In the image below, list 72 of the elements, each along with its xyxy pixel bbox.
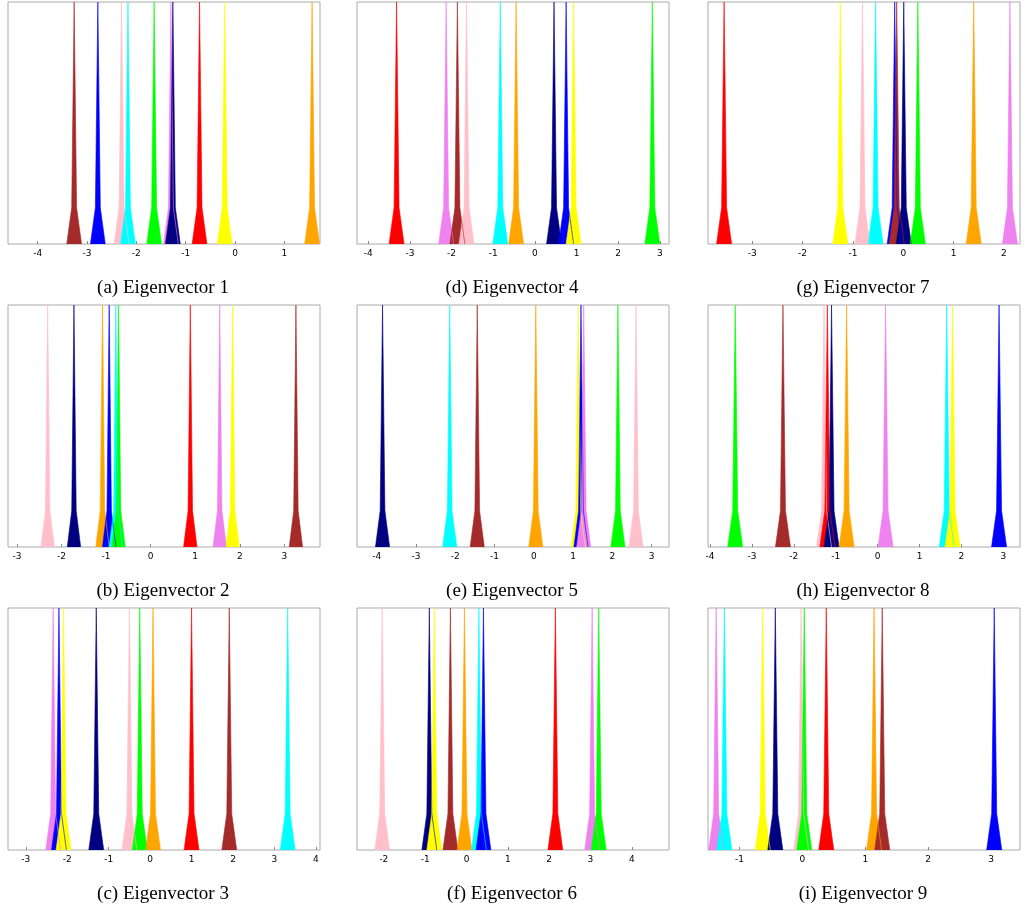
- text: (d) Eigenvector 4: [445, 276, 579, 298]
- x-tick-label: -1: [831, 550, 841, 561]
- x-tick-label: 0: [463, 853, 470, 864]
- x-tick-label: -4: [705, 550, 715, 561]
- x-tick-label: 2: [236, 550, 243, 561]
- x-tick-label: 2: [609, 550, 616, 561]
- x-tick-label: -1: [490, 550, 500, 561]
- x-tick-label: 2: [1001, 247, 1007, 258]
- x-tick-label: -2: [798, 247, 808, 258]
- x-tick-label: 3: [656, 247, 663, 258]
- x-tick-label: 1: [916, 550, 923, 561]
- x-tick-label: -2: [447, 247, 457, 258]
- x-tick-label: 2: [615, 247, 622, 258]
- x-tick-label: 3: [281, 550, 288, 561]
- x-tick-label: 0: [147, 853, 154, 864]
- x-tick-label: 3: [587, 853, 594, 864]
- x-tick-label: 1: [192, 550, 199, 561]
- x-tick-label: 0: [532, 247, 538, 258]
- x-tick-label: -3: [82, 247, 92, 258]
- x-tick-label: -2: [56, 550, 66, 561]
- x-tick-label: 0: [900, 247, 907, 258]
- x-tick-label: -3: [12, 550, 22, 561]
- x-tick-label: -1: [420, 853, 430, 864]
- x-tick-label: -2: [789, 550, 799, 561]
- x-tick-label: 2: [546, 853, 553, 864]
- x-tick-label: 3: [271, 853, 278, 864]
- x-tick-label: -4: [372, 550, 382, 561]
- x-tick-label: 4: [312, 853, 319, 864]
- x-tick-label: 3: [648, 550, 655, 561]
- text: (h) Eigenvector 8: [796, 579, 930, 601]
- text: (b) Eigenvector 2: [96, 579, 230, 601]
- text: (f) Eigenvector 6: [447, 882, 577, 904]
- x-tick-label: 1: [950, 247, 957, 258]
- x-tick-label: 2: [958, 550, 965, 561]
- x-tick-label: 1: [504, 853, 511, 864]
- x-tick-label: -1: [488, 247, 498, 258]
- x-tick-label: -4: [363, 247, 373, 258]
- x-tick-label: -1: [104, 853, 114, 864]
- x-tick-label: -2: [450, 550, 460, 561]
- x-tick-label: -3: [747, 550, 757, 561]
- x-tick-label: -4: [33, 247, 43, 258]
- x-tick-label: 0: [874, 550, 881, 561]
- x-tick-label: 1: [573, 247, 580, 258]
- x-tick-label: -3: [747, 247, 757, 258]
- x-tick-label: -2: [62, 853, 72, 864]
- text: (g) Eigenvector 7: [796, 276, 930, 298]
- x-tick-label: -3: [21, 853, 31, 864]
- x-tick-label: -2: [131, 247, 141, 258]
- x-tick-label: 0: [799, 853, 806, 864]
- x-tick-label: -1: [101, 550, 111, 561]
- x-tick-label: -3: [405, 247, 415, 258]
- x-tick-label: 2: [925, 853, 932, 864]
- x-tick-label: 3: [1000, 550, 1007, 561]
- x-tick-label: 1: [570, 550, 576, 561]
- x-tick-label: 1: [281, 247, 288, 258]
- x-tick-label: 1: [862, 853, 869, 864]
- x-tick-label: -2: [379, 853, 389, 864]
- x-tick-label: 1: [188, 853, 195, 864]
- x-tick-label: -3: [411, 550, 421, 561]
- x-tick-label: 3: [988, 853, 994, 864]
- text: (i) Eigenvector 9: [798, 882, 928, 904]
- text: (c) Eigenvector 3: [97, 882, 229, 904]
- x-tick-label: 0: [232, 247, 239, 258]
- x-tick-label: 0: [530, 550, 537, 561]
- x-tick-label: 2: [230, 853, 236, 864]
- x-tick-label: -1: [734, 853, 744, 864]
- x-tick-label: -1: [181, 247, 191, 258]
- x-tick-label: 4: [628, 853, 635, 864]
- text: (a) Eigenvector 1: [97, 276, 229, 298]
- x-tick-label: 0: [147, 550, 154, 561]
- text: (e) Eigenvector 5: [446, 579, 578, 601]
- x-tick-label: -1: [848, 247, 858, 258]
